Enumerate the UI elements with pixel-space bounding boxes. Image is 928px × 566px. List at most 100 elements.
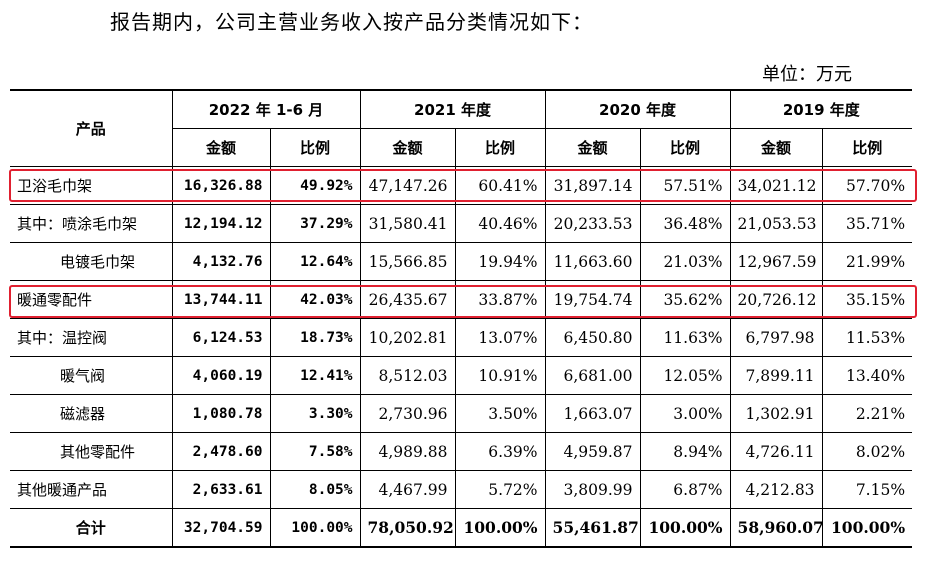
ratio-cell: 6.87% — [639, 470, 731, 509]
amount-cell: 4,726.11 — [729, 432, 823, 471]
header-period-2020: 2020 年度 — [544, 89, 731, 129]
ratio-cell: 10.91% — [454, 356, 546, 395]
row-label: 暖气阀 — [10, 356, 173, 395]
amount-cell: 34,021.12 — [729, 166, 823, 205]
ratio-cell: 19.94% — [454, 242, 546, 281]
amount-cell: 47,147.26 — [359, 166, 456, 205]
ratio-cell: 7.58% — [269, 432, 361, 471]
ratio-cell: 21.99% — [821, 242, 913, 281]
amount-cell: 2,730.96 — [359, 394, 456, 433]
ratio-cell: 33.87% — [454, 280, 546, 319]
table-row: 其中：温控阀 6,124.53 18.73% 10,202.81 13.07% 6,450… — [10, 318, 913, 357]
ratio-cell: 5.72% — [454, 470, 546, 509]
ratio-cell: 35.15% — [821, 280, 913, 319]
amount-cell: 15,566.85 — [359, 242, 456, 281]
amount-cell: 21,053.53 — [729, 204, 823, 243]
ratio-cell: 3.00% — [639, 394, 731, 433]
header-period-2019: 2019 年度 — [729, 89, 913, 129]
header-ratio: 比例 — [454, 128, 546, 167]
header-period-2021: 2021 年度 — [359, 89, 546, 129]
amount-cell: 55,461.87 — [544, 508, 641, 548]
header-amount: 金额 — [359, 128, 456, 167]
amount-cell: 4,212.83 — [729, 470, 823, 509]
ratio-cell: 42.03% — [269, 280, 361, 319]
ratio-cell: 6.39% — [454, 432, 546, 471]
header-row-periods: 产品 2022 年 1-6 月 2021 年度 2020 年度 2019 年度 — [10, 89, 913, 167]
ratio-cell: 35.71% — [821, 204, 913, 243]
ratio-cell: 3.30% — [269, 394, 361, 433]
table-row: 卫浴毛巾架 16,326.88 49.92% 47,147.26 60.41% 31,89… — [10, 166, 913, 205]
amount-cell: 6,681.00 — [544, 356, 641, 395]
header-amount: 金额 — [729, 128, 823, 167]
amount-cell: 10,202.81 — [359, 318, 456, 357]
header-ratio: 比例 — [269, 128, 361, 167]
intro-text: 报告期内，公司主营业务收入按产品分类情况如下： — [110, 10, 593, 34]
amount-cell: 4,060.19 — [171, 356, 271, 395]
ratio-cell: 13.07% — [454, 318, 546, 357]
amount-cell: 2,478.60 — [171, 432, 271, 471]
ratio-cell: 7.15% — [821, 470, 913, 509]
amount-cell: 11,663.60 — [544, 242, 641, 281]
ratio-cell: 100.00% — [454, 508, 546, 548]
header-period-2022h1: 2022 年 1-6 月 — [171, 89, 361, 129]
header-product: 产品 — [10, 89, 173, 167]
amount-cell: 31,580.41 — [359, 204, 456, 243]
amount-cell: 32,704.59 — [171, 508, 271, 548]
ratio-cell: 35.62% — [639, 280, 731, 319]
amount-cell: 1,080.78 — [171, 394, 271, 433]
amount-cell: 31,897.14 — [544, 166, 641, 205]
ratio-cell: 2.21% — [821, 394, 913, 433]
row-label: 磁滤器 — [10, 394, 173, 433]
amount-cell: 4,132.76 — [171, 242, 271, 281]
ratio-cell: 40.46% — [454, 204, 546, 243]
row-label: 暖通零配件 — [10, 280, 173, 319]
amount-cell: 4,467.99 — [359, 470, 456, 509]
header-ratio: 比例 — [639, 128, 731, 167]
amount-cell: 20,726.12 — [729, 280, 823, 319]
ratio-cell: 12.64% — [269, 242, 361, 281]
amount-cell: 12,194.12 — [171, 204, 271, 243]
row-label: 其他暖通产品 — [10, 470, 173, 509]
ratio-cell: 13.40% — [821, 356, 913, 395]
header-amount: 金额 — [172, 128, 271, 167]
ratio-cell: 12.05% — [639, 356, 731, 395]
ratio-cell: 8.05% — [269, 470, 361, 509]
amount-cell: 2,633.61 — [171, 470, 271, 509]
table-row: 其他零配件 2,478.60 7.58% 4,989.88 6.39% 4,959.87 8… — [10, 432, 913, 471]
table-body: 卫浴毛巾架 16,326.88 49.92% 47,147.26 60.41% 31,89… — [10, 166, 913, 548]
table-row: 其中：喷涂毛巾架 12,194.12 37.29% 31,580.41 40.46% 20… — [10, 204, 913, 243]
amount-cell: 26,435.67 — [359, 280, 456, 319]
ratio-cell: 100.00% — [821, 508, 913, 548]
row-label: 其中：温控阀 — [10, 318, 173, 357]
amount-cell: 6,450.80 — [544, 318, 641, 357]
unit-label: 单位：万元 — [762, 64, 852, 85]
ratio-cell: 57.51% — [639, 166, 731, 205]
amount-cell: 3,809.99 — [544, 470, 641, 509]
amount-cell: 20,233.53 — [544, 204, 641, 243]
header-amount: 金额 — [544, 128, 641, 167]
ratio-cell: 11.63% — [639, 318, 731, 357]
row-label: 其中：喷涂毛巾架 — [10, 204, 173, 243]
ratio-cell: 8.94% — [639, 432, 731, 471]
row-label: 合计 — [10, 508, 173, 548]
amount-cell: 1,663.07 — [544, 394, 641, 433]
header-ratio: 比例 — [821, 128, 913, 167]
row-label: 电镀毛巾架 — [10, 242, 173, 281]
ratio-cell: 21.03% — [639, 242, 731, 281]
amount-cell: 58,960.07 — [729, 508, 824, 548]
amount-cell: 16,326.88 — [171, 166, 271, 205]
amount-cell: 8,512.03 — [359, 356, 456, 395]
table-row: 电镀毛巾架 4,132.76 12.64% 15,566.85 19.94% 11,663… — [10, 242, 913, 281]
revenue-by-product-table: 产品 2022 年 1-6 月 2021 年度 2020 年度 2019 年度 … — [10, 89, 913, 548]
amount-cell: 19,754.74 — [544, 280, 641, 319]
ratio-cell: 3.50% — [454, 394, 546, 433]
ratio-cell: 57.70% — [821, 166, 913, 205]
amount-cell: 6,124.53 — [171, 318, 271, 357]
amount-cell: 13,744.11 — [171, 280, 271, 319]
ratio-cell: 12.41% — [269, 356, 361, 395]
amount-cell: 7,899.11 — [729, 356, 823, 395]
table-row: 磁滤器 1,080.78 3.30% 2,730.96 3.50% 1,663.07 3.0… — [10, 394, 913, 433]
table-row: 合计 32,704.59 100.00% 78,050.92 100.00% 55,461… — [10, 508, 913, 548]
row-label: 其他零配件 — [10, 432, 173, 471]
ratio-cell: 49.92% — [269, 166, 361, 205]
